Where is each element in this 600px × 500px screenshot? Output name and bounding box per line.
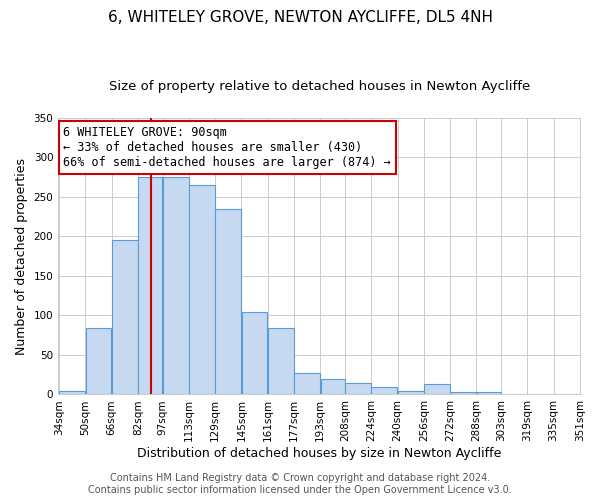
Y-axis label: Number of detached properties: Number of detached properties (15, 158, 28, 354)
Bar (424, 384, 450, 394)
Bar (268, 328, 294, 394)
Title: Size of property relative to detached houses in Newton Aycliffe: Size of property relative to detached ho… (109, 80, 530, 93)
Bar (138, 177, 162, 394)
Bar (242, 312, 268, 394)
Bar (476, 392, 501, 394)
Bar (451, 392, 476, 394)
X-axis label: Distribution of detached houses by size in Newton Aycliffe: Distribution of detached houses by size … (137, 447, 502, 460)
Bar (112, 240, 137, 394)
Bar (86, 328, 112, 394)
Bar (320, 380, 344, 394)
Text: 6, WHITELEY GROVE, NEWTON AYCLIFFE, DL5 4NH: 6, WHITELEY GROVE, NEWTON AYCLIFFE, DL5 … (107, 10, 493, 25)
Bar (345, 382, 371, 394)
Bar (59, 390, 85, 394)
Bar (371, 386, 397, 394)
Text: Contains HM Land Registry data © Crown copyright and database right 2024.
Contai: Contains HM Land Registry data © Crown c… (88, 474, 512, 495)
Bar (189, 185, 215, 394)
Bar (294, 373, 320, 394)
Text: 6 WHITELEY GROVE: 90sqm
← 33% of detached houses are smaller (430)
66% of semi-d: 6 WHITELEY GROVE: 90sqm ← 33% of detache… (64, 126, 391, 169)
Bar (215, 208, 241, 394)
Bar (163, 177, 188, 394)
Bar (398, 390, 424, 394)
